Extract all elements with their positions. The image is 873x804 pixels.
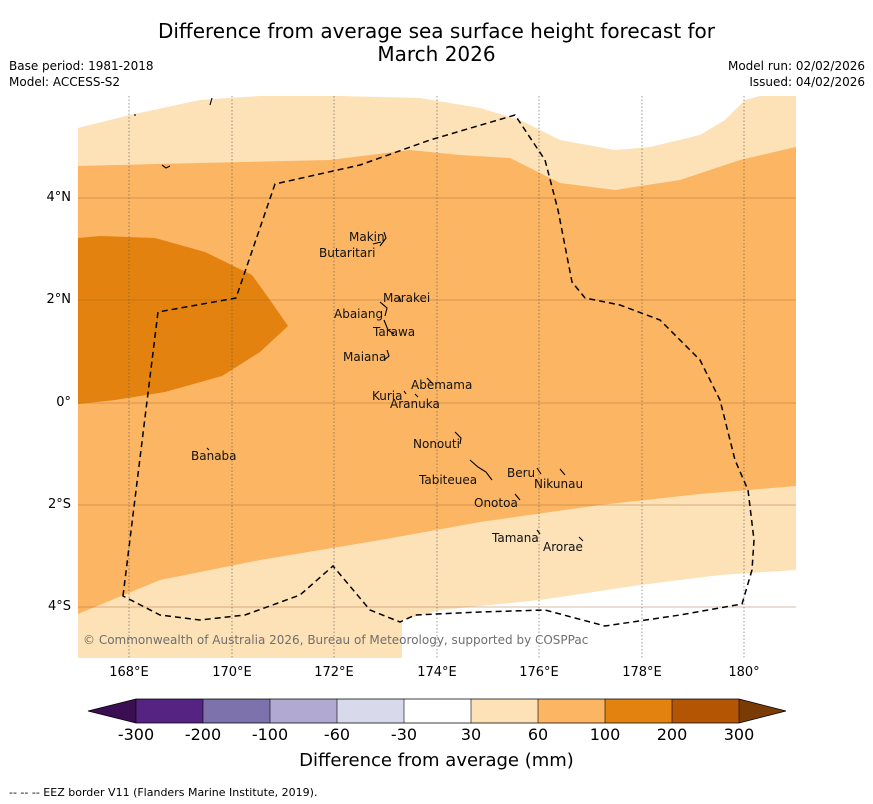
island-label-nonouti: Nonouti [413,437,460,451]
island-label-abemama: Abemama [411,378,472,392]
eez-border [122,114,755,627]
lat-tick-0: 0° [56,395,71,410]
band-white-north-right [340,96,796,150]
island-shape-beru [536,467,542,475]
band-white-south [402,570,796,658]
meta-right: Model run: 02/02/2026 Issued: 04/02/2026 [728,58,865,90]
colorbar-extend-low [88,699,136,723]
island-label-abaiang: Abaiang [334,307,383,321]
island-label-makin: Makin [349,230,385,244]
issued-date: Issued: 04/02/2026 [749,75,865,89]
colorbar-label-300: 300 [723,725,755,744]
lon-tick-176e: 176°E [519,665,559,680]
island-label-aranuka: Aranuka [390,397,440,411]
lat-tick-4n: 4°N [46,190,72,205]
island-shape-tabiteuea [469,459,493,481]
model-name: Model: ACCESS-S2 [9,75,121,89]
island-label-kuria: Kuria [372,389,403,403]
map-plot-area: Makin Butaritari Marakei Abaiang Tarawa … [78,96,796,658]
copyright-notice: © Commonwealth of Australia 2026, Bureau… [83,633,588,647]
lon-tick-168e: 168°E [109,665,149,680]
island-shapes [134,97,584,542]
island-shape-banaba [206,447,210,451]
colorbar [87,698,787,724]
colorbar-label-neg300: -300 [117,725,155,744]
island-shape-tamana [536,529,541,535]
island-shape-nonouti [454,431,462,445]
colorbar-label-100: 100 [589,725,621,744]
island-label-onotoa: Onotoa [474,496,518,510]
colorbar-swatch-6 [471,699,538,723]
lon-tick-174e: 174°E [417,665,457,680]
colorbar-label-neg30: -30 [390,725,418,744]
map-title: Difference from average sea surface heig… [0,20,873,66]
map-title-line2: March 2026 [377,42,496,66]
lat-tick-4s: 4°S [47,599,71,614]
island-shape-abaiang [379,301,388,317]
band-dark-west [78,236,288,404]
colorbar-dividers [135,699,740,723]
lat-tick-2s: 2°S [47,497,71,512]
island-shape-nikunau [559,468,566,476]
lon-tick-178e: 178°E [622,665,662,680]
lon-tick-172e: 172°E [314,665,354,680]
island-shape-tarawa [383,319,395,335]
longitude-gridlines [128,96,745,658]
model-run: Model run: 02/02/2026 [727,59,865,73]
lon-tick-170e: 170°E [212,665,252,680]
colorbar-label-neg200: -200 [184,725,222,744]
island-shape-arorae [578,536,584,542]
island-label-butaritari: Butaritari [319,246,376,260]
island-label-maiana: Maiana [343,350,386,364]
island-label-tarawa: Tarawa [372,325,415,339]
eez-footnote: -- -- -- EEZ border V11 (Flanders Marine… [9,786,318,799]
island-label-beru: Beru [507,466,535,480]
colorbar-swatch-5 [404,699,471,723]
colorbar-swatch-7 [538,699,605,723]
island-label-nikunau: Nikunau [534,477,583,491]
island-label-arorae: Arorae [543,540,583,554]
island-shape-northwest [161,164,171,169]
island-shape-aranuka [414,393,419,398]
colorbar-swatch-2 [203,699,270,723]
island-shape-kuria [403,390,407,395]
island-label-tamana: Tamana [491,531,539,545]
island-label-banaba: Banaba [191,449,237,463]
island-shape-abemama [426,377,434,385]
map-title-line1: Difference from average sea surface heig… [157,19,716,43]
colorbar-swatch-3 [270,699,337,723]
colorbar-swatch-8 [605,699,672,723]
island-shape-north [209,97,213,106]
island-labels: Makin Butaritari Marakei Abaiang Tarawa … [191,230,583,554]
latitude-gridlines [78,197,796,608]
colorbar-extend-high [739,699,786,723]
island-shape-butaritari [372,241,382,245]
colorbar-label-neg60: -60 [323,725,351,744]
colorbar-title: Difference from average (mm) [299,750,574,771]
lat-tick-2n: 2°N [46,292,72,307]
colorbar-label-neg100: -100 [251,725,289,744]
island-shape-makin [379,231,387,247]
colorbar-swatch-4 [337,699,404,723]
island-label-marakei: Marakei [383,291,430,305]
colorbar-label-60: 60 [527,725,549,744]
meta-left: Base period: 1981-2018 Model: ACCESS-S2 [9,58,154,90]
lon-tick-180: 180° [728,665,760,680]
island-shape-marakei [398,295,402,303]
colorbar-label-200: 200 [656,725,688,744]
island-label-tabiteuea: Tabiteuea [418,473,477,487]
colorbar-label-30: 30 [460,725,482,744]
island-shape-maiana [383,349,390,361]
island-shape-onotoa [514,493,521,501]
base-period: Base period: 1981-2018 [9,59,154,73]
colorbar-swatch-9 [672,699,739,723]
colorbar-swatch-1 [136,699,203,723]
band-white-north-left [78,96,260,128]
